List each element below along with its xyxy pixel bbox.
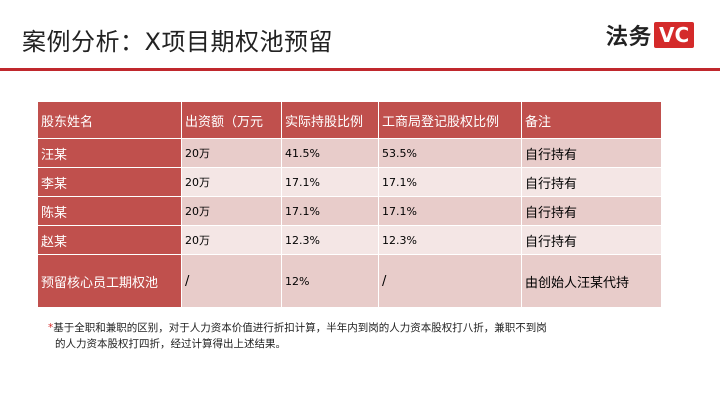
cell-registered-ratio: 12.3% (378, 225, 522, 255)
header-actual-share-ratio: 实际持股比例 (281, 101, 379, 139)
table-row: 陈某 20万 17.1% 17.1% 自行持有 (37, 196, 662, 226)
cell-registered-ratio: 17.1% (378, 196, 522, 226)
cell-capital: / (181, 254, 282, 308)
cell-capital: 20万 (181, 196, 282, 226)
cell-name: 预留核心员工期权池 (37, 254, 182, 308)
header-shareholder-name: 股东姓名 (37, 101, 182, 139)
cell-capital: 20万 (181, 225, 282, 255)
cell-name: 赵某 (37, 225, 182, 255)
logo-badge: VC (654, 22, 695, 48)
footnote-line-1: *基于全职和兼职的区别，对于人力资本价值进行折扣计算，半年内到岗的人力资本股权打… (48, 320, 648, 336)
footnote: *基于全职和兼职的区别，对于人力资本价值进行折扣计算，半年内到岗的人力资本股权打… (48, 320, 648, 352)
shareholder-table: 股东姓名 出资额（万元 实际持股比例 工商局登记股权比例 备注 汪某 20万 4… (37, 101, 662, 308)
page-title: 案例分析：X项目期权池预留 (22, 28, 333, 56)
table-row: 李某 20万 17.1% 17.1% 自行持有 (37, 167, 662, 197)
header-registered-share-ratio: 工商局登记股权比例 (378, 101, 522, 139)
table-row: 预留核心员工期权池 / 12% / 由创始人汪某代持 (37, 254, 662, 308)
cell-remark: 自行持有 (521, 196, 662, 226)
cell-registered-ratio: 17.1% (378, 167, 522, 197)
footnote-asterisk: * (48, 322, 54, 334)
header-remarks: 备注 (521, 101, 662, 139)
cell-actual-ratio: 17.1% (281, 196, 379, 226)
cell-actual-ratio: 12.3% (281, 225, 379, 255)
cell-remark: 由创始人汪某代持 (521, 254, 662, 308)
cell-capital: 20万 (181, 138, 282, 168)
footnote-text-2: 的人力资本股权打四折，经过计算得出上述结果。 (55, 338, 286, 350)
cell-actual-ratio: 12% (281, 254, 379, 308)
title-divider (0, 68, 720, 71)
cell-remark: 自行持有 (521, 138, 662, 168)
cell-remark: 自行持有 (521, 167, 662, 197)
cell-name: 陈某 (37, 196, 182, 226)
cell-capital: 20万 (181, 167, 282, 197)
cell-remark: 自行持有 (521, 225, 662, 255)
cell-name: 汪某 (37, 138, 182, 168)
cell-actual-ratio: 41.5% (281, 138, 379, 168)
table-row: 赵某 20万 12.3% 12.3% 自行持有 (37, 225, 662, 255)
footnote-line-2: 的人力资本股权打四折，经过计算得出上述结果。 (48, 336, 648, 352)
table-header-row: 股东姓名 出资额（万元 实际持股比例 工商局登记股权比例 备注 (37, 101, 662, 139)
header-capital-contribution: 出资额（万元 (181, 101, 282, 139)
cell-registered-ratio: / (378, 254, 522, 308)
cell-name: 李某 (37, 167, 182, 197)
table-row: 汪某 20万 41.5% 53.5% 自行持有 (37, 138, 662, 168)
logo-text: 法务 (606, 25, 653, 50)
cell-actual-ratio: 17.1% (281, 167, 379, 197)
footnote-text-1: 基于全职和兼职的区别，对于人力资本价值进行折扣计算，半年内到岗的人力资本股权打八… (53, 322, 547, 334)
cell-registered-ratio: 53.5% (378, 138, 522, 168)
logo: 法务 VC (606, 20, 695, 50)
